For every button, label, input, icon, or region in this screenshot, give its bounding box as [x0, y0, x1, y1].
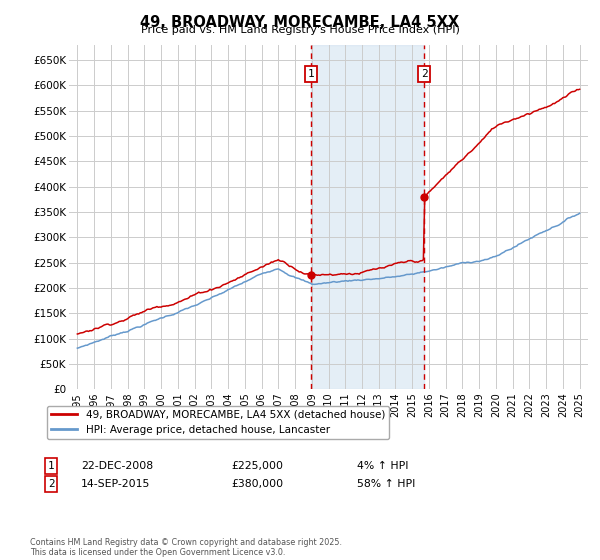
Text: 2: 2	[421, 69, 427, 79]
Text: 49, BROADWAY, MORECAMBE, LA4 5XX: 49, BROADWAY, MORECAMBE, LA4 5XX	[140, 15, 460, 30]
Text: £380,000: £380,000	[231, 479, 283, 489]
Text: Contains HM Land Registry data © Crown copyright and database right 2025.
This d: Contains HM Land Registry data © Crown c…	[30, 538, 342, 557]
Text: 22-DEC-2008: 22-DEC-2008	[81, 461, 153, 471]
Text: 1: 1	[308, 69, 314, 79]
Bar	[311, 45, 424, 389]
Text: 1: 1	[48, 461, 54, 471]
Text: 2: 2	[48, 479, 54, 489]
Text: 14-SEP-2015: 14-SEP-2015	[81, 479, 151, 489]
Text: 58% ↑ HPI: 58% ↑ HPI	[357, 479, 415, 489]
Text: Price paid vs. HM Land Registry's House Price Index (HPI): Price paid vs. HM Land Registry's House …	[140, 25, 460, 35]
Text: £225,000: £225,000	[231, 461, 283, 471]
Text: 4% ↑ HPI: 4% ↑ HPI	[357, 461, 409, 471]
Legend: 49, BROADWAY, MORECAMBE, LA4 5XX (detached house), HPI: Average price, detached : 49, BROADWAY, MORECAMBE, LA4 5XX (detach…	[47, 405, 389, 439]
